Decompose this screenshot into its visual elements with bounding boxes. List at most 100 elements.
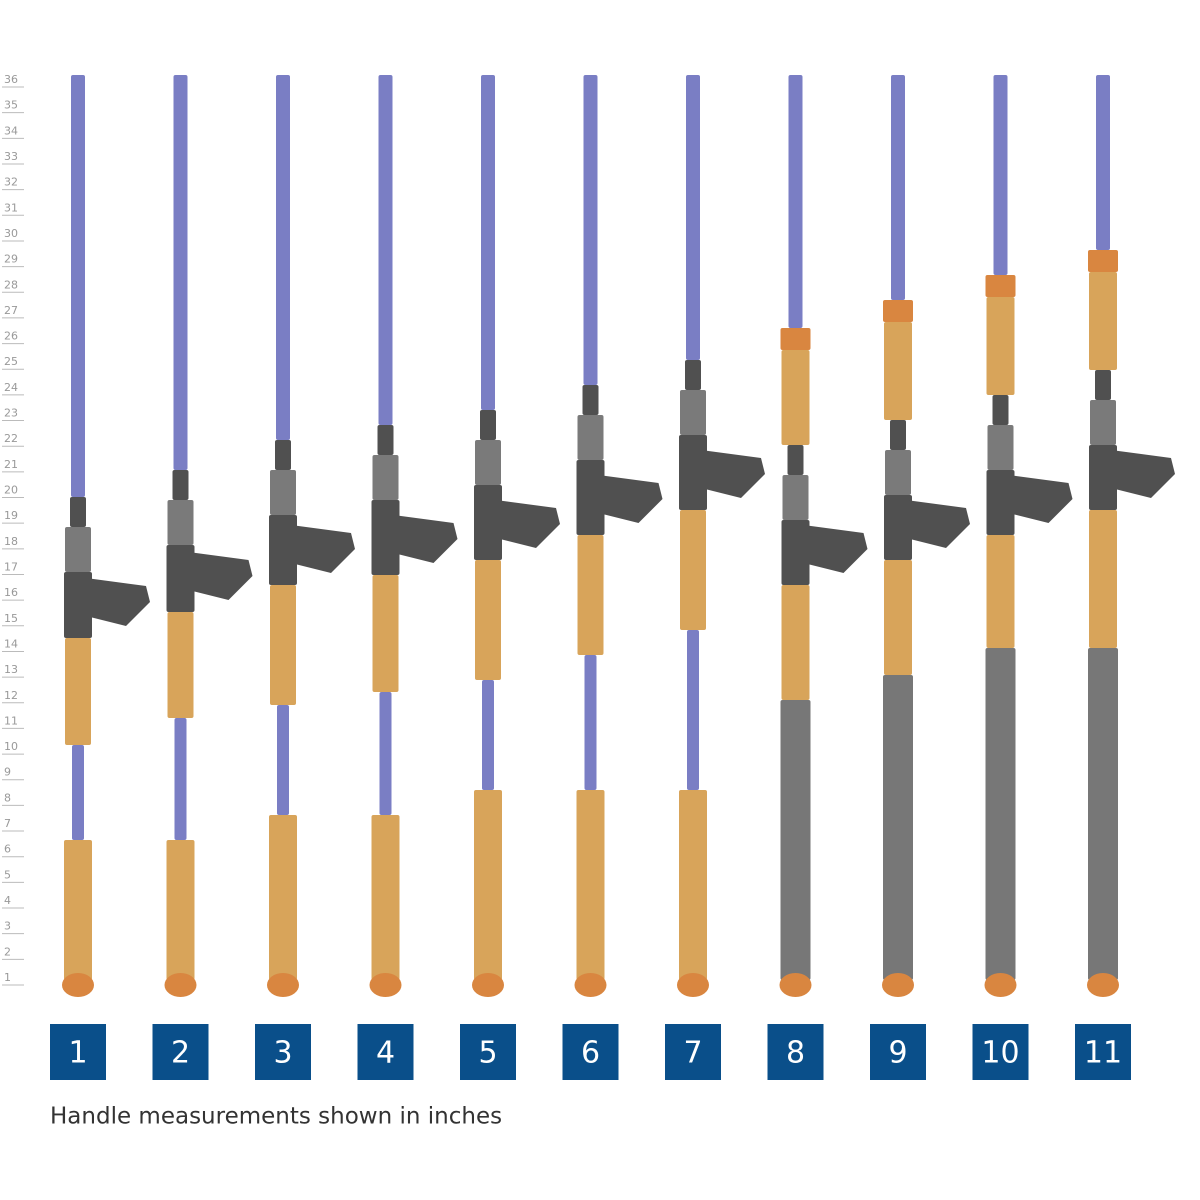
rear-grip	[986, 535, 1015, 648]
reel-seat	[377, 425, 394, 455]
number-box	[665, 1024, 721, 1080]
rod-blank	[686, 75, 700, 360]
ruler-label: 2	[4, 945, 11, 958]
rod-blank	[687, 630, 699, 790]
reel-seat	[64, 572, 92, 638]
rod-blank	[583, 75, 598, 385]
rod-blank	[72, 745, 84, 840]
ruler-label: 20	[4, 484, 18, 497]
rod-blank	[173, 75, 188, 470]
rear-grip	[679, 790, 707, 980]
butt-cap	[164, 973, 197, 997]
fore-grip	[167, 612, 194, 718]
ruler-label: 36	[4, 73, 18, 86]
rear-grip	[474, 790, 502, 980]
ruler-label: 21	[4, 458, 18, 471]
reel-seat	[1095, 370, 1111, 400]
ruler-label: 5	[4, 868, 11, 881]
rear-grip	[576, 790, 605, 980]
butt-cap	[62, 973, 94, 997]
reel-collar	[782, 475, 809, 520]
ruler-label: 15	[4, 612, 18, 625]
reel-collar	[475, 440, 501, 485]
rod-blank	[276, 75, 290, 440]
ruler-label: 35	[4, 99, 18, 112]
reel-collar	[680, 390, 706, 435]
upper-grip	[986, 297, 1015, 395]
grip-cap	[985, 275, 1016, 297]
reel-seat	[787, 445, 804, 475]
caption: Handle measurements shown in inches	[50, 1104, 502, 1130]
butt-cap	[677, 973, 709, 997]
handle-number: 1	[68, 1036, 87, 1071]
number-box	[870, 1024, 926, 1080]
reel-seat	[576, 460, 605, 535]
ruler-label: 8	[4, 791, 11, 804]
reel-collar	[885, 450, 911, 495]
rod-blank	[584, 655, 597, 790]
reel-seat	[480, 410, 496, 440]
rod-blank	[891, 75, 905, 300]
butt-cap	[984, 973, 1017, 997]
ruler-label: 27	[4, 304, 18, 317]
reel-seat	[371, 500, 400, 575]
butt-cap	[882, 973, 914, 997]
rod-blank	[174, 718, 187, 840]
rod-blank	[482, 680, 494, 790]
butt-cap	[1087, 973, 1119, 997]
ruler-label: 32	[4, 176, 18, 189]
handle-number: 5	[478, 1036, 497, 1071]
ruler-label: 1	[4, 971, 11, 984]
fore-grip	[270, 585, 296, 705]
handle-number: 9	[888, 1036, 907, 1071]
rear-grip-gray	[883, 675, 913, 980]
reel-seat	[890, 420, 906, 450]
fore-grip	[577, 535, 604, 655]
reel-seat	[269, 515, 297, 585]
number-box	[460, 1024, 516, 1080]
reel-collar	[987, 425, 1014, 470]
ruler-label: 31	[4, 201, 18, 214]
ruler-label: 24	[4, 381, 18, 394]
ruler-label: 14	[4, 637, 18, 650]
trigger	[906, 500, 970, 548]
ruler-label: 28	[4, 278, 18, 291]
rod-blank	[788, 75, 803, 328]
ruler-label: 13	[4, 663, 18, 676]
reel-seat	[474, 485, 502, 560]
reel-collar	[167, 500, 194, 545]
rod-blank	[71, 75, 85, 497]
rod-blank	[993, 75, 1008, 275]
handle-number: 3	[273, 1036, 292, 1071]
trigger	[496, 500, 560, 548]
trigger	[393, 515, 458, 563]
ruler-label: 3	[4, 920, 11, 933]
ruler-label: 33	[4, 150, 18, 163]
rod-blank	[277, 705, 289, 815]
rear-grip	[781, 585, 810, 700]
reel-seat	[1089, 445, 1117, 510]
reel-seat	[582, 385, 599, 415]
rod-blank	[378, 75, 393, 425]
handle-number: 4	[376, 1036, 395, 1071]
trigger	[803, 525, 868, 573]
number-box	[152, 1024, 209, 1080]
trigger	[291, 525, 355, 573]
ruler-label: 10	[4, 740, 18, 753]
reel-seat	[70, 497, 86, 527]
rear-grip	[166, 840, 195, 980]
number-box	[972, 1024, 1029, 1080]
grip-cap	[780, 328, 811, 350]
number-box	[50, 1024, 106, 1080]
rod-blank	[1096, 75, 1110, 250]
rear-grip-gray	[985, 648, 1016, 980]
fore-grip	[680, 510, 706, 630]
rod-blank	[379, 692, 392, 815]
reel-seat	[781, 520, 810, 585]
trigger	[1008, 475, 1073, 523]
rear-grip	[884, 560, 912, 675]
reel-collar	[372, 455, 399, 500]
upper-grip	[781, 350, 810, 445]
number-box	[767, 1024, 824, 1080]
